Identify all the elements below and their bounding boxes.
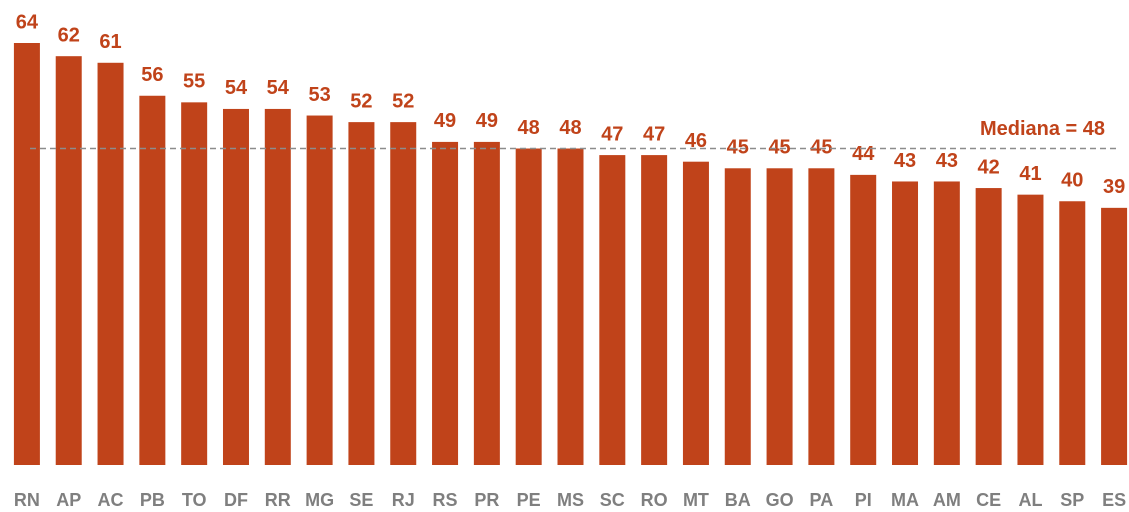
x-tick-label: BA [725,490,751,510]
x-tick-label: AM [933,490,961,510]
bar [599,155,626,465]
bar [766,168,793,465]
x-tick-label: TO [182,490,207,510]
value-label: 64 [16,11,39,33]
x-tick-label: GO [766,490,794,510]
value-label: 46 [685,130,707,152]
x-tick-label: CE [976,490,1001,510]
value-label: 43 [936,150,958,172]
x-tick-label: AL [1018,490,1042,510]
bar [892,181,919,465]
x-tick-label: PA [810,490,834,510]
x-tick-label: MS [557,490,584,510]
bar [181,102,208,465]
value-label: 42 [978,156,1000,178]
bar [724,168,751,465]
value-label: 44 [852,143,875,165]
bar [264,108,291,465]
value-label: 49 [434,110,456,132]
value-label: 43 [894,150,916,172]
bar [808,168,835,465]
x-tick-label: SE [349,490,373,510]
x-tick-label: RS [433,490,458,510]
x-tick-label: SP [1060,490,1084,510]
bar [13,43,40,465]
bar [850,174,877,465]
value-label: 56 [141,64,163,86]
x-tick-label: PB [140,490,165,510]
bar [641,155,668,465]
value-label: 45 [727,137,749,159]
x-tick-label: PE [517,490,541,510]
value-label: 62 [58,24,80,46]
value-label: 48 [559,117,581,139]
bar [390,122,417,465]
value-label: 55 [183,71,205,93]
x-tick-label: ES [1102,490,1126,510]
value-label: 41 [1019,163,1041,185]
x-tick-label: MA [891,490,919,510]
bar [306,115,333,465]
value-label: 53 [308,84,330,106]
bar [515,148,542,465]
value-label: 45 [810,137,832,159]
bar [975,188,1002,465]
x-tick-label: PI [855,490,872,510]
value-label: 40 [1061,170,1083,192]
x-tick-label: RN [14,490,40,510]
median-annotation: Mediana = 48 [980,118,1105,140]
value-label: 47 [643,123,665,145]
bar [1059,201,1086,465]
x-tick-label: MG [305,490,334,510]
bar [348,122,375,465]
bar [97,62,124,465]
bar [139,95,166,465]
value-label: 48 [518,117,540,139]
x-tick-label: RO [641,490,668,510]
x-tick-label: SC [600,490,625,510]
value-label: 52 [392,90,414,112]
bar [432,141,459,465]
x-tick-label: MT [683,490,709,510]
value-label: 54 [267,77,290,99]
x-tick-label: AC [98,490,124,510]
x-tick-label: RJ [392,490,415,510]
x-tick-label: DF [224,490,248,510]
value-label: 39 [1103,176,1125,198]
bar [557,148,584,465]
bar [1017,194,1044,465]
value-label: 47 [601,123,623,145]
value-label: 61 [99,31,121,53]
bar [1101,207,1128,465]
bar [682,161,709,465]
value-label: 49 [476,110,498,132]
bar [222,108,249,465]
value-label: 45 [768,137,790,159]
x-tick-label: PR [474,490,499,510]
bar [473,141,500,465]
bar [55,56,82,465]
value-label: 52 [350,90,372,112]
x-tick-label: AP [56,490,81,510]
value-label: 54 [225,77,248,99]
bar [933,181,960,465]
x-tick-label: RR [265,490,291,510]
